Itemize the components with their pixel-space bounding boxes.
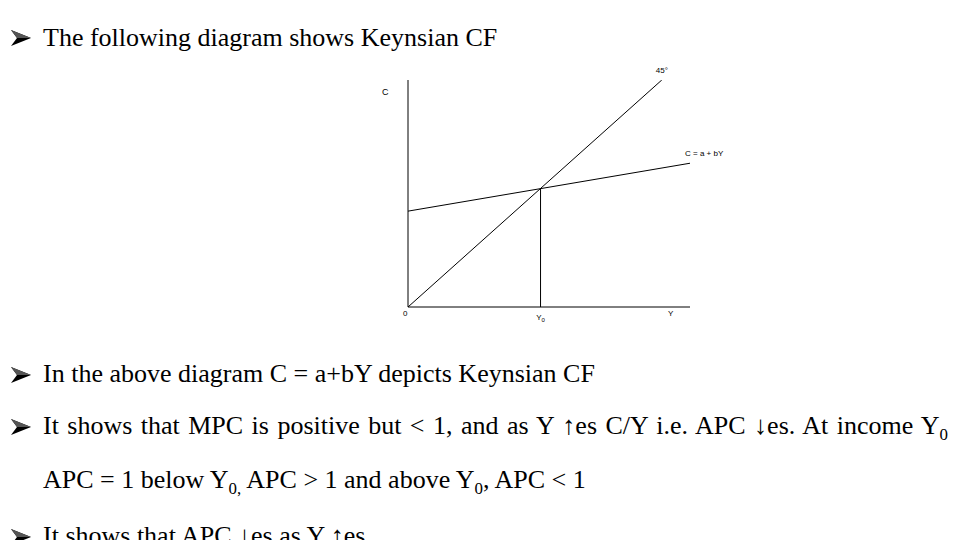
- html-text:Y: Y: [668, 309, 674, 318]
- html-text:The following diagram shows Ke: The following diagram shows Keynsian CF: [43, 23, 498, 52]
- html-text:It shows that MPC is positive: It shows that MPC is positive but < 1, a…: [43, 411, 948, 445]
- html-text:In the above diagram C = a+bY: In the above diagram C = a+bY depicts Ke…: [43, 359, 595, 388]
- html-text:0: 0: [403, 309, 408, 318]
- svg-text:Y0: Y0: [536, 313, 545, 323]
- svg-text:45°: 45°: [656, 66, 668, 75]
- html-text:APC = 1 below Y0,APC > 1 and a: APC = 1 below Y0,APC > 1 and above Y0, A…: [43, 465, 586, 499]
- svg-text:C = a + bY: C = a + bY: [685, 149, 724, 158]
- html-text:C: C: [382, 87, 389, 97]
